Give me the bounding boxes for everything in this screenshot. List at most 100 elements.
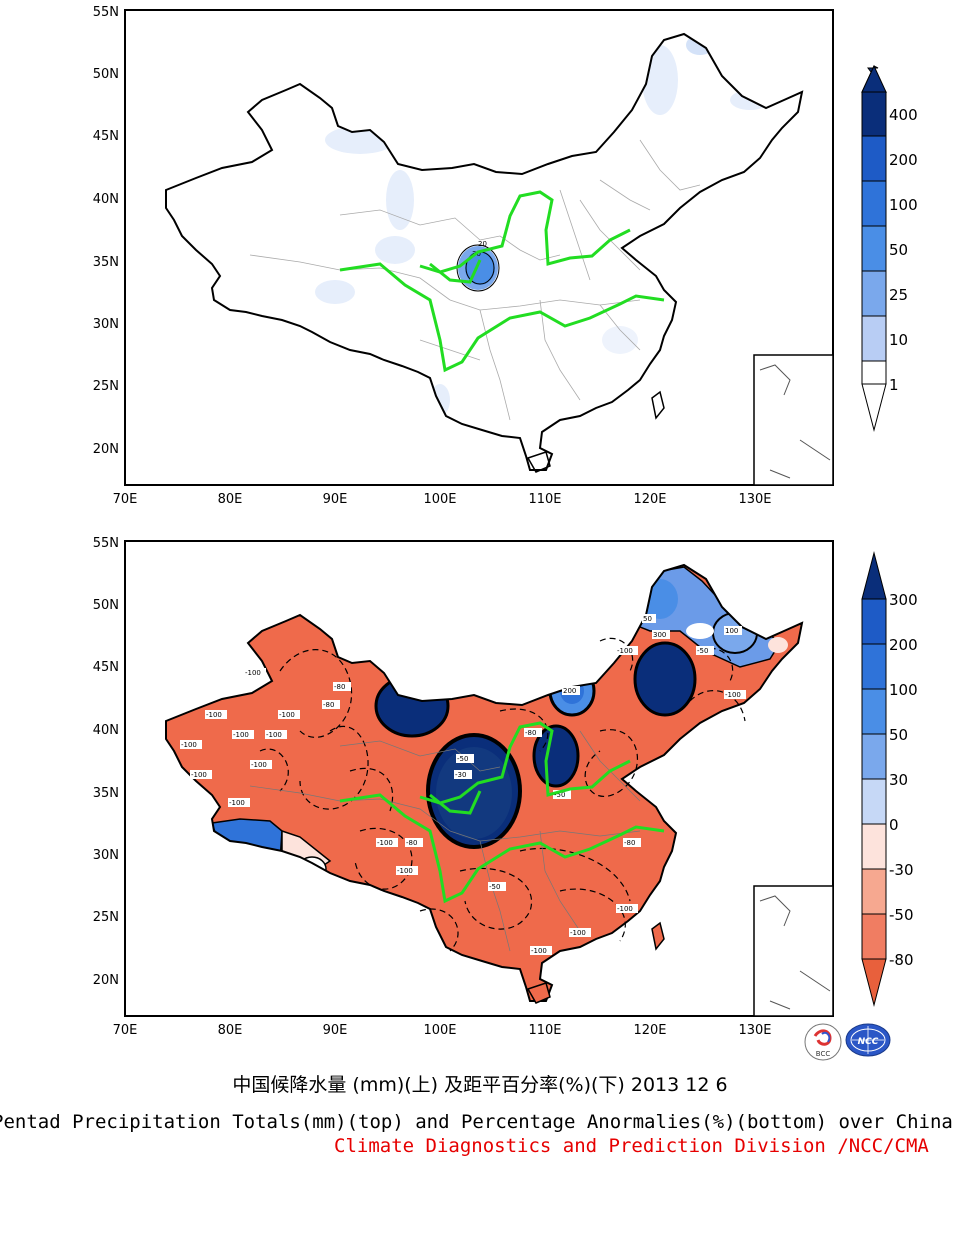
top-cb-label-50: 50 bbox=[889, 241, 908, 259]
bottom-lon-80: 80E bbox=[218, 1023, 243, 1038]
top-lat-30: 30N bbox=[93, 317, 119, 332]
top-colorbar-segment-3 bbox=[861, 180, 887, 227]
top-south-china-sea-inset bbox=[753, 354, 834, 486]
bottom-cb-label-100: 100 bbox=[889, 681, 918, 699]
bottom-contour-label-14: -100 bbox=[397, 867, 413, 875]
bottom-cb-label-50: 50 bbox=[889, 726, 908, 744]
bottom-contour-label-15: -80 bbox=[406, 839, 417, 847]
bottom-yellow-river-upper bbox=[429, 790, 482, 815]
bottom-colorbar-segment-7 bbox=[861, 868, 887, 915]
bottom-lat-25: 25N bbox=[93, 910, 119, 925]
bottom-contour-label-22: 300 bbox=[653, 631, 666, 639]
bcc-logo-text: BCC bbox=[816, 1050, 831, 1058]
bottom-contour-label-8: -80 bbox=[334, 683, 345, 691]
bottom-cb-label-30: 30 bbox=[889, 771, 908, 789]
bottom-contour-label-3: -100 bbox=[181, 741, 197, 749]
bottom-contour-label-27: -100 bbox=[266, 731, 282, 739]
top-colorbar-cap-bottom bbox=[861, 383, 887, 432]
bottom-contour-label-20: -100 bbox=[725, 691, 741, 699]
bottom-lat-labels: 55N 50N 45N 40N 35N 30N 25N 20N bbox=[93, 536, 119, 988]
top-lon-70: 70E bbox=[113, 492, 138, 507]
bottom-contour-label-12: -30 bbox=[455, 771, 466, 779]
bottom-cb-label-minus80: -80 bbox=[889, 951, 914, 969]
top-yangtze-river bbox=[339, 262, 665, 373]
top-yellow-river bbox=[419, 190, 631, 274]
bottom-lat-20: 20N bbox=[93, 973, 119, 988]
bottom-contour-label-17: -80 bbox=[624, 839, 635, 847]
top-province-borders bbox=[249, 139, 701, 421]
bottom-colorbar: 300 200 100 50 30 0 -30 -50 -80 bbox=[861, 551, 918, 1007]
bottom-contour-label-9: -80 bbox=[323, 701, 334, 709]
bottom-contour-label-16: -50 bbox=[554, 791, 565, 799]
top-lon-80: 80E bbox=[218, 492, 243, 507]
top-contour-label-1: 20 bbox=[478, 240, 487, 248]
bottom-colorbar-segment-1 bbox=[861, 598, 887, 645]
bottom-contour-label-4: -100 bbox=[233, 731, 249, 739]
top-rivers bbox=[339, 190, 665, 373]
top-colorbar-segment-1 bbox=[861, 91, 887, 137]
bottom-cb-label-minus30: -30 bbox=[889, 861, 914, 879]
top-cb-label-400: 400 bbox=[889, 106, 918, 124]
bottom-colorbar-cap-top bbox=[861, 551, 887, 600]
bottom-contour-labels: -100 -100 -100 -100 -100 -100 -100 -80 -… bbox=[180, 614, 746, 955]
top-lon-100: 100E bbox=[423, 492, 456, 507]
top-colorbar-segment-6 bbox=[861, 315, 887, 362]
top-lon-120: 120E bbox=[633, 492, 666, 507]
bottom-contour-label-25: -50 bbox=[697, 647, 708, 655]
top-hainan bbox=[526, 451, 551, 473]
bottom-contour-label-6: -100 bbox=[251, 761, 267, 769]
top-lat-35: 35N bbox=[93, 255, 119, 270]
top-lat-55: 55N bbox=[93, 5, 119, 20]
bcc-logo: BCC bbox=[804, 1023, 842, 1061]
top-lon-labels: 70E 80E 90E 100E 110E 120E 130E bbox=[113, 492, 772, 507]
top-lat-labels: 55N 50N 45N 40N 35N 30N 25N 20N bbox=[93, 5, 119, 457]
bottom-lon-120: 120E bbox=[633, 1023, 666, 1038]
bottom-contour-label-11: -50 bbox=[489, 883, 500, 891]
bottom-colorbar-cap-bottom bbox=[861, 958, 887, 1007]
top-lat-25: 25N bbox=[93, 379, 119, 394]
bottom-lon-110: 110E bbox=[528, 1023, 561, 1038]
top-cb-label-25: 25 bbox=[889, 286, 908, 304]
bottom-taiwan bbox=[651, 921, 665, 951]
bottom-south-china-sea-inset bbox=[753, 885, 834, 1017]
bottom-lon-labels: 70E 80E 90E 100E 110E 120E 130E bbox=[113, 1023, 772, 1038]
bottom-contour-label-10: -50 bbox=[457, 755, 468, 763]
bottom-contour-label-29: -100 bbox=[279, 711, 295, 719]
bottom-cb-label-minus50: -50 bbox=[889, 906, 914, 924]
top-cb-label-200: 200 bbox=[889, 151, 918, 169]
top-cb-label-1: 1 bbox=[889, 376, 899, 394]
bottom-lat-35: 35N bbox=[93, 786, 119, 801]
bottom-contour-label-30: -100 bbox=[531, 947, 547, 955]
top-taiwan bbox=[651, 390, 665, 420]
bottom-yellow-river bbox=[419, 721, 631, 805]
bottom-colorbar-segment-2 bbox=[861, 643, 887, 690]
bottom-yangtze-river bbox=[339, 793, 665, 904]
bottom-lat-50: 50N bbox=[93, 598, 119, 613]
bottom-cb-label-300: 300 bbox=[889, 591, 918, 609]
bottom-colorbar-segment-5 bbox=[861, 778, 887, 825]
bottom-province-borders bbox=[249, 730, 641, 952]
bottom-contour-label-21: 100 bbox=[725, 627, 738, 635]
top-lat-45: 45N bbox=[93, 129, 119, 144]
bottom-contour-label-23: 200 bbox=[563, 687, 576, 695]
bottom-colorbar-segment-4 bbox=[861, 733, 887, 780]
bottom-lon-70: 70E bbox=[113, 1023, 138, 1038]
bottom-lat-45: 45N bbox=[93, 660, 119, 675]
top-yellow-river-upper bbox=[429, 259, 482, 284]
bottom-lon-130: 130E bbox=[738, 1023, 771, 1038]
top-lat-40: 40N bbox=[93, 192, 119, 207]
caption-chinese: 中国候降水量 (mm)(上) 及距平百分率(%)(下) 2013 12 6 bbox=[232, 1074, 728, 1096]
bottom-colorbar-segment-6 bbox=[861, 823, 887, 870]
top-cb-label-100: 100 bbox=[889, 196, 918, 214]
bottom-contour-label-26: -100 bbox=[617, 647, 633, 655]
caption-organization: Climate Diagnostics and Prediction Divis… bbox=[334, 1135, 929, 1157]
bottom-lat-40: 40N bbox=[93, 723, 119, 738]
bottom-contour-label-2: -100 bbox=[206, 711, 222, 719]
bottom-contour-label-24: 50 bbox=[643, 615, 652, 623]
bottom-lon-90: 90E bbox=[323, 1023, 348, 1038]
caption-english: Pentad Precipitation Totals(mm)(top) and… bbox=[0, 1111, 953, 1133]
bottom-contour-label-13: -100 bbox=[377, 839, 393, 847]
bottom-contour-label-19: -100 bbox=[617, 905, 633, 913]
bottom-contour-label-7: -100 bbox=[229, 799, 245, 807]
bottom-lat-55: 55N bbox=[93, 536, 119, 551]
